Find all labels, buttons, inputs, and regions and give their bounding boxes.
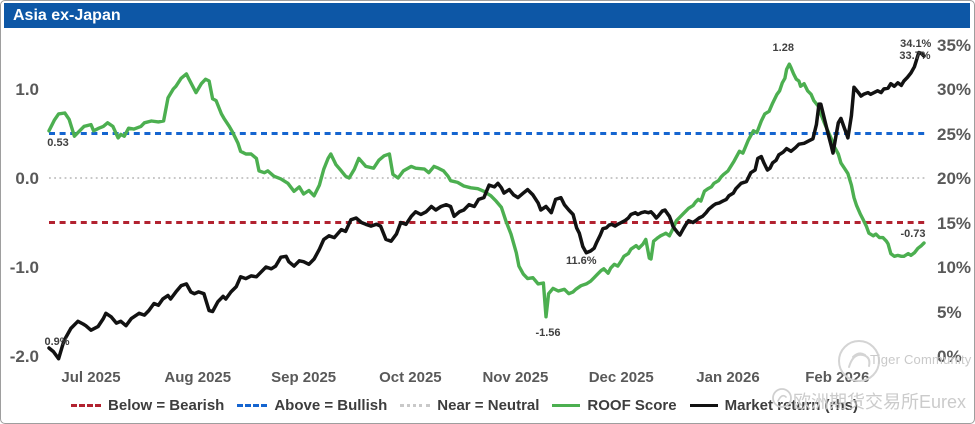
left-axis-tick: -2.0 bbox=[9, 347, 39, 366]
right-axis-tick: 5% bbox=[937, 302, 962, 322]
left-axis-tick: 0.0 bbox=[15, 169, 39, 188]
legend-swatch-dashed bbox=[237, 403, 268, 407]
legend-item: ROOF Score bbox=[552, 396, 677, 414]
right-axis-tick: 25% bbox=[937, 124, 972, 144]
right-axis-tick: 35% bbox=[937, 35, 972, 55]
data-label: -1.56 bbox=[535, 326, 561, 339]
legend-swatch-dotted bbox=[400, 403, 431, 407]
right-axis-tick: 10% bbox=[937, 258, 972, 277]
legend-item: Near = Neutral bbox=[400, 397, 539, 414]
watermark-community: Tiger Community bbox=[870, 352, 972, 367]
legend-swatch-solid bbox=[689, 403, 718, 407]
x-axis-tick: Sep 2025 bbox=[271, 369, 337, 386]
market-return-series bbox=[47, 50, 926, 361]
right-axis-tick: 30% bbox=[937, 80, 972, 99]
legend-swatch-solid bbox=[552, 403, 581, 407]
chart-title-bar: Asia ex-Japan bbox=[4, 3, 970, 28]
data-label: 0.53 bbox=[47, 136, 69, 149]
legend-item: Above = Bullish bbox=[237, 397, 387, 414]
data-label: 11.6% bbox=[565, 254, 597, 267]
watermark-exchange: 欧洲期货交易所Eurex bbox=[793, 392, 967, 412]
x-axis-tick: Jan 2026 bbox=[696, 369, 760, 386]
chart-title: Asia ex-Japan bbox=[13, 6, 121, 24]
legend-swatch-dashed bbox=[71, 403, 102, 407]
data-label: 0.9% bbox=[44, 335, 70, 348]
right-axis-tick: 20% bbox=[937, 169, 972, 188]
legend: Below = Bearish Above = Bullish Near = Neu… bbox=[1, 394, 928, 416]
legend-label: Near = Neutral bbox=[437, 396, 540, 414]
x-axis-tick: Aug 2025 bbox=[164, 369, 232, 386]
x-axis-tick: Oct 2025 bbox=[379, 369, 442, 386]
legend-label: Above = Bullish bbox=[274, 396, 388, 414]
data-label: 1.28 bbox=[772, 42, 794, 55]
x-axis-tick: Nov 2025 bbox=[482, 369, 549, 386]
roof-score-series bbox=[47, 62, 926, 319]
left-axis-tick: -1.0 bbox=[9, 258, 39, 277]
x-axis-tick: Jul 2025 bbox=[61, 369, 121, 386]
right-axis-tick: 15% bbox=[937, 213, 972, 233]
legend-label: ROOF Score bbox=[587, 396, 677, 414]
data-label: 33.7% bbox=[899, 50, 931, 63]
left-axis-tick: 1.0 bbox=[15, 80, 39, 99]
data-label: -0.73 bbox=[900, 227, 926, 240]
legend-label: Below = Bearish bbox=[108, 396, 225, 414]
x-axis-tick: Feb 2026 bbox=[805, 369, 870, 386]
legend-item: Below = Bearish bbox=[71, 397, 224, 414]
right-axis-tick: 0% bbox=[937, 347, 962, 366]
x-axis-tick: Dec 2025 bbox=[588, 369, 654, 386]
data-label: 34.1% bbox=[900, 37, 932, 50]
